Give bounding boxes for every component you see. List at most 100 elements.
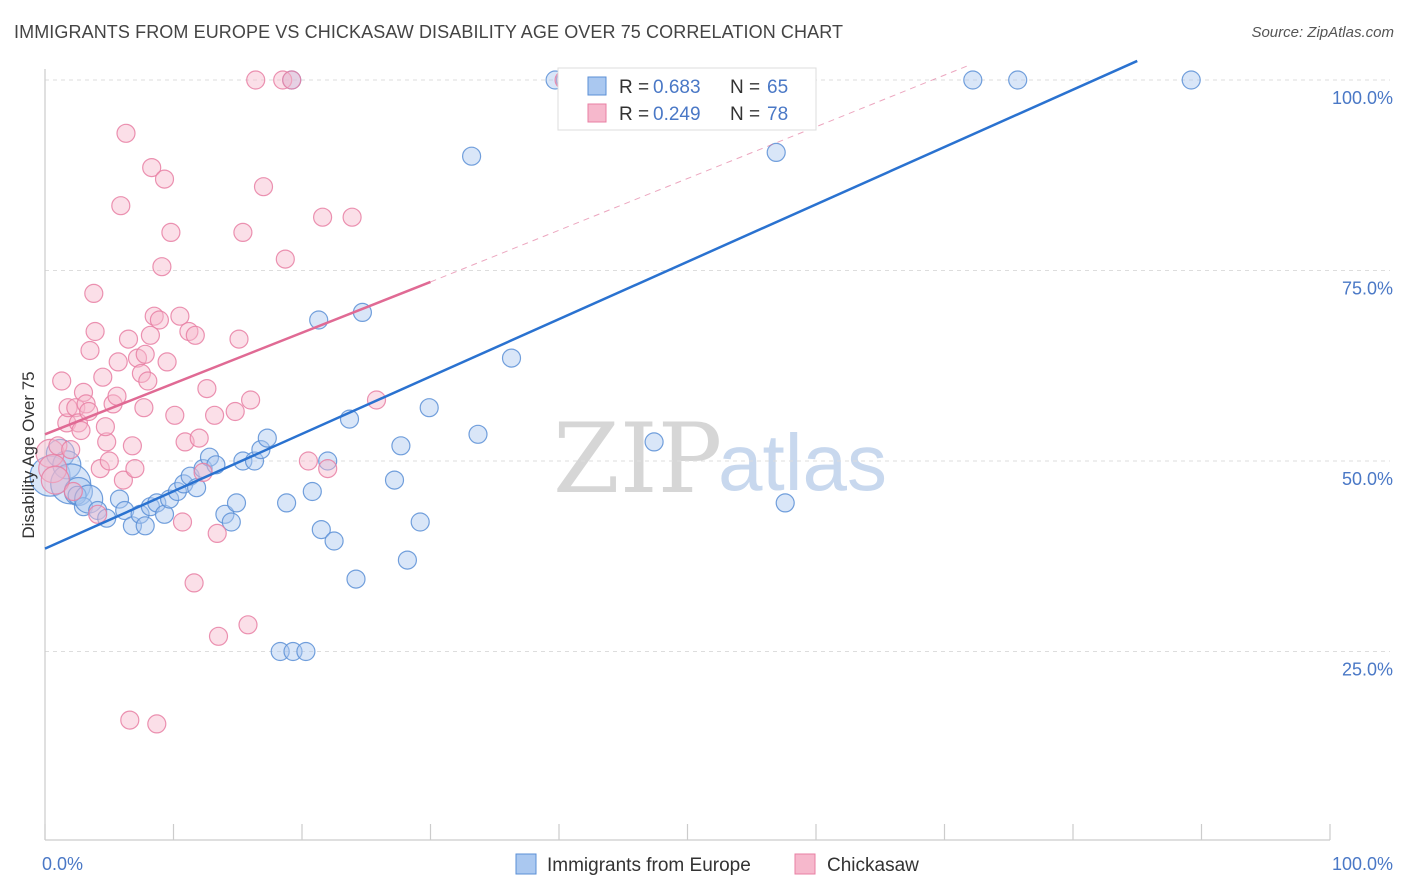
legend-r-label: R =: [619, 104, 649, 125]
legend-r-value: 0.683: [653, 77, 701, 98]
data-point-chickasaw: [61, 440, 81, 460]
y-tick-label: 75.0%: [1342, 279, 1393, 299]
data-point-chickasaw: [135, 344, 155, 364]
data-point-chickasaw: [122, 436, 142, 456]
series-immigrants-from-europe: [29, 70, 1201, 662]
data-point-immigrants: [221, 512, 241, 532]
data-point-immigrants: [391, 436, 411, 456]
data-point-chickasaw: [298, 451, 318, 471]
data-point-chickasaw: [97, 432, 117, 452]
data-point-chickasaw: [175, 432, 195, 452]
data-point-chickasaw: [71, 420, 91, 441]
data-point-immigrants: [963, 70, 983, 90]
data-point-chickasaw: [318, 459, 338, 479]
data-point-immigrants: [775, 493, 795, 513]
data-point-immigrants: [154, 504, 175, 524]
trendline-chickasaw-extension: [430, 64, 971, 283]
y-tick-label: 25.0%: [1342, 660, 1393, 680]
y-tick-label: 100.0%: [1332, 88, 1393, 108]
data-point-immigrants: [644, 432, 664, 452]
data-point-chickasaw: [131, 363, 151, 383]
data-point-chickasaw: [205, 405, 225, 425]
data-point-chickasaw: [85, 321, 105, 342]
data-point-chickasaw: [241, 390, 261, 410]
data-point-chickasaw: [73, 382, 94, 402]
data-point-immigrants: [346, 569, 366, 589]
data-point-chickasaw: [40, 465, 70, 495]
data-point-chickasaw: [125, 459, 145, 479]
data-point-chickasaw: [275, 249, 295, 269]
legend-swatch-pink: [587, 103, 607, 123]
x-ticks: [44, 824, 1331, 840]
data-point-chickasaw: [142, 158, 162, 178]
data-point-chickasaw: [152, 257, 172, 277]
trendlines: [44, 59, 1138, 550]
gridlines: [45, 79, 1390, 652]
data-point-immigrants: [462, 146, 482, 166]
data-point-chickasaw: [134, 398, 154, 418]
data-point-immigrants: [67, 485, 87, 505]
legend-label-chickasaw: Chickasaw: [827, 855, 919, 876]
data-point-chickasaw: [80, 340, 100, 361]
data-point-immigrants: [318, 451, 338, 471]
data-point-immigrants: [257, 428, 277, 448]
data-point-chickasaw: [63, 481, 83, 502]
data-point-chickasaw: [313, 207, 333, 227]
legend-swatch-chickasaw: [794, 853, 816, 875]
data-point-chickasaw: [238, 615, 258, 635]
data-point-chickasaw: [184, 573, 204, 593]
data-point-chickasaw: [246, 70, 266, 90]
data-point-chickasaw: [93, 367, 113, 387]
data-point-chickasaw: [185, 325, 205, 345]
data-point-chickasaw: [111, 196, 131, 216]
data-point-chickasaw: [197, 379, 217, 399]
data-point-chickasaw: [113, 470, 134, 490]
legend-n-value: 65: [767, 77, 788, 98]
watermark-atlas: atlas: [718, 418, 887, 507]
data-point-chickasaw: [138, 371, 158, 391]
data-point-chickasaw: [95, 417, 116, 437]
data-point-chickasaw: [149, 310, 169, 330]
data-point-chickasaw: [157, 352, 177, 372]
trendline-immigrants: [44, 59, 1138, 550]
data-point-chickasaw: [189, 428, 209, 448]
data-point-chickasaw: [154, 169, 175, 189]
data-point-chickasaw: [48, 436, 68, 456]
data-point-chickasaw: [225, 401, 245, 422]
data-point-immigrants: [397, 550, 417, 570]
data-point-chickasaw: [108, 352, 128, 372]
data-point-immigrants: [135, 516, 155, 536]
correlation-legend: R = 0.683 N = 65 R = 0.249 N = 78: [557, 67, 817, 131]
legend-n-label: N =: [730, 77, 760, 98]
data-point-chickasaw: [161, 222, 181, 242]
watermark: ZIP atlas: [553, 403, 887, 515]
data-point-immigrants: [468, 424, 488, 444]
data-point-immigrants: [1008, 70, 1028, 90]
data-point-immigrants: [29, 455, 71, 497]
series-legend: Immigrants from Europe Chickasaw: [515, 853, 919, 876]
data-point-chickasaw: [140, 325, 160, 345]
data-point-chickasaw: [208, 626, 229, 646]
data-point-immigrants: [277, 493, 297, 513]
data-point-chickasaw: [99, 451, 119, 471]
data-point-chickasaw: [58, 398, 78, 418]
legend-n-label: N =: [730, 104, 760, 125]
data-point-chickasaw: [88, 504, 108, 524]
data-point-chickasaw: [118, 329, 139, 349]
data-point-chickasaw: [253, 177, 274, 197]
data-point-chickasaw: [165, 405, 185, 425]
x-tick-label-max: 100.0%: [1332, 854, 1393, 874]
data-point-chickasaw: [282, 70, 302, 90]
data-point-chickasaw: [342, 207, 362, 227]
legend-n-value: 78: [767, 104, 788, 125]
data-point-chickasaw: [229, 329, 249, 349]
legend-r-value: 0.249: [653, 104, 701, 125]
data-point-immigrants: [302, 481, 322, 502]
chart-source: Source: ZipAtlas.com: [1251, 24, 1394, 41]
y-tick-labels: 25.0% 50.0% 75.0% 100.0%: [1332, 88, 1393, 680]
legend-r-label: R =: [619, 77, 649, 98]
x-tick-label-min: 0.0%: [42, 854, 83, 874]
data-point-chickasaw: [170, 306, 190, 326]
data-point-chickasaw: [147, 714, 167, 734]
